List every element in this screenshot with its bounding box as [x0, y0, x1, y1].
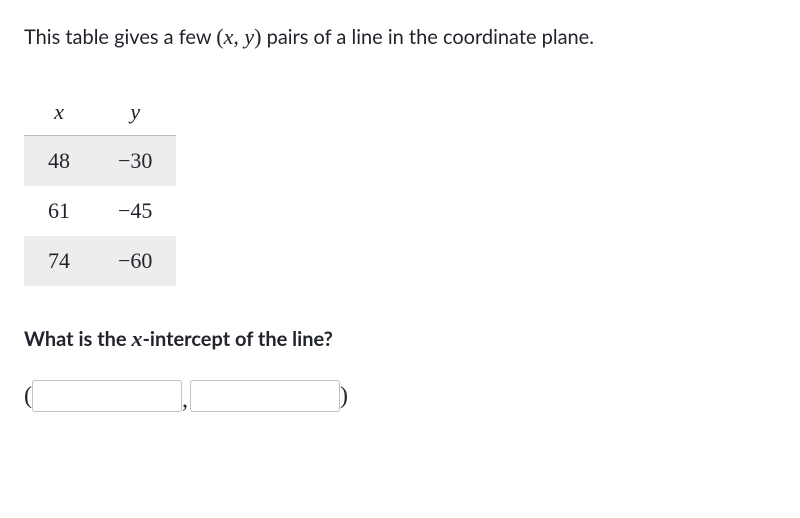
question-text: What is the x-intercept of the line? — [24, 326, 776, 352]
answer-paren-open: ( — [24, 383, 32, 410]
question-var: x — [131, 326, 142, 351]
xy-table: x y 48 −30 61 −45 74 −60 — [24, 89, 176, 286]
cell-x: 61 — [24, 186, 94, 236]
prompt-after: pairs of a line in the coordinate plane. — [261, 25, 593, 49]
pair-sep: , — [233, 24, 244, 49]
table-header-row: x y — [24, 89, 176, 136]
table-row: 48 −30 — [24, 136, 176, 187]
paren-open: ( — [216, 24, 223, 49]
var-x: x — [224, 24, 234, 49]
x-intercept-y-input[interactable] — [190, 380, 340, 412]
var-y: y — [244, 24, 254, 49]
answer-comma: , — [182, 387, 188, 414]
cell-y: −30 — [94, 136, 176, 187]
prompt-text: This table gives a few (x, y) pairs of a… — [24, 20, 776, 53]
question-before: What is the — [24, 327, 131, 351]
x-intercept-x-input[interactable] — [32, 380, 182, 412]
col-header-y: y — [94, 89, 176, 136]
question-after: -intercept of the line? — [142, 327, 332, 351]
answer-paren-close: ) — [340, 383, 348, 410]
cell-x: 74 — [24, 236, 94, 286]
answer-row: ( , ) — [24, 380, 776, 412]
table-row: 74 −60 — [24, 236, 176, 286]
col-header-x: x — [24, 89, 94, 136]
prompt-before: This table gives a few — [24, 25, 216, 49]
cell-y: −45 — [94, 186, 176, 236]
cell-y: −60 — [94, 236, 176, 286]
xy-pair: (x, y) — [216, 24, 261, 49]
cell-x: 48 — [24, 136, 94, 187]
table-row: 61 −45 — [24, 186, 176, 236]
